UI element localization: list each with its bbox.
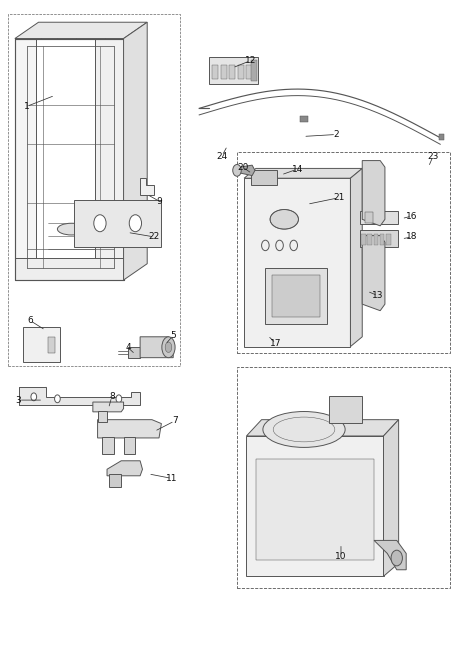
Polygon shape [15,258,124,280]
Circle shape [31,393,36,401]
Polygon shape [23,327,60,362]
Text: 2: 2 [333,130,339,139]
Ellipse shape [263,411,345,447]
Polygon shape [374,540,406,570]
Polygon shape [362,161,385,226]
Bar [251,171,277,184]
Polygon shape [244,169,362,178]
Circle shape [116,395,122,403]
Circle shape [391,550,402,566]
Circle shape [94,215,106,232]
Text: 16: 16 [406,211,418,220]
Polygon shape [240,165,255,175]
Text: 22: 22 [149,232,160,241]
Text: 8: 8 [109,392,115,402]
Polygon shape [246,436,383,576]
Polygon shape [15,22,147,39]
Circle shape [55,395,60,403]
Bar [238,65,244,79]
Bar [221,65,227,79]
Polygon shape [102,437,114,455]
Polygon shape [98,420,161,438]
Bar [251,60,257,81]
Text: 10: 10 [335,552,346,561]
Polygon shape [128,347,140,358]
Text: 20: 20 [237,163,248,171]
Bar [237,152,450,353]
Bar [374,233,378,245]
Ellipse shape [165,342,172,353]
Ellipse shape [57,223,86,235]
Circle shape [129,215,142,232]
Text: 23: 23 [428,152,439,160]
Bar [361,233,366,245]
Bar [256,459,374,560]
Bar [8,14,180,366]
Polygon shape [74,199,161,247]
Polygon shape [362,235,385,311]
Ellipse shape [270,209,299,229]
Text: 17: 17 [270,339,282,348]
Polygon shape [124,437,136,455]
Text: 13: 13 [372,291,383,300]
Bar [246,65,252,79]
Polygon shape [209,57,258,84]
Bar [48,337,55,353]
Text: 14: 14 [292,165,303,173]
Bar [380,233,384,245]
Text: 9: 9 [156,197,162,205]
Polygon shape [140,337,173,358]
Text: 24: 24 [216,152,228,160]
Bar [328,396,362,423]
Polygon shape [95,39,124,280]
Polygon shape [246,420,399,436]
Polygon shape [273,275,319,317]
Polygon shape [140,178,155,194]
Polygon shape [18,387,140,405]
Polygon shape [360,211,398,224]
Bar [386,233,391,245]
Bar [365,212,373,222]
Polygon shape [93,402,124,412]
Text: 1: 1 [24,102,29,111]
Polygon shape [244,178,350,347]
Polygon shape [360,230,398,247]
Text: 12: 12 [245,56,256,65]
Polygon shape [15,39,36,280]
Text: 18: 18 [406,232,418,241]
Polygon shape [124,22,147,280]
Text: 5: 5 [170,331,176,340]
Polygon shape [109,474,121,487]
Polygon shape [350,169,362,347]
Polygon shape [383,420,399,576]
Bar [300,116,309,122]
Polygon shape [107,461,143,476]
Text: 21: 21 [333,194,344,202]
Bar [229,65,235,79]
Text: 11: 11 [166,474,178,483]
Bar [237,368,450,588]
Polygon shape [98,411,107,422]
Ellipse shape [233,165,241,176]
Bar [212,65,218,79]
Bar [367,233,372,245]
Bar [439,135,444,140]
Text: 6: 6 [27,316,33,325]
Text: 3: 3 [16,396,21,405]
Ellipse shape [162,337,175,358]
Polygon shape [265,268,327,324]
Text: 7: 7 [172,417,177,426]
Text: 4: 4 [126,343,131,353]
